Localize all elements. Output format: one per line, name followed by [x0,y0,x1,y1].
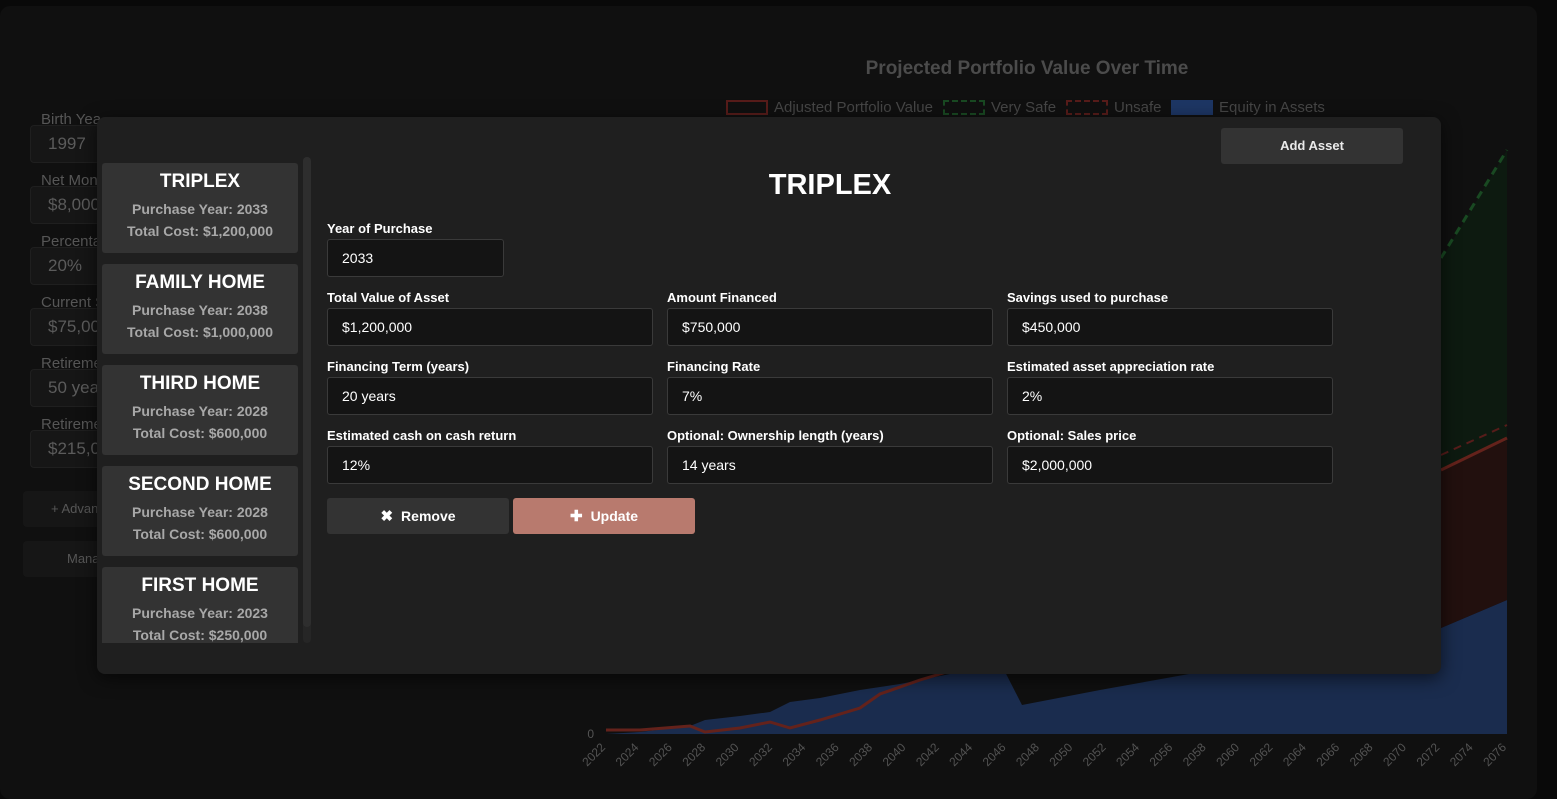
ownership-length-input[interactable] [667,446,993,484]
total-value-label: Total Value of Asset [327,290,450,305]
financing-term-input[interactable] [327,377,653,415]
asset-name: FAMILY HOME [135,272,265,293]
asset-modal: TRIPLEX Purchase Year: 2033 Total Cost: … [97,117,1441,674]
adjusted-line-right [1440,436,1508,472]
asset-cost: Total Cost: $600,000 [132,526,268,542]
asset-year: Purchase Year: 2023 [132,605,268,621]
unsafe-line [1440,424,1508,456]
advanced-button[interactable]: + Advanced [23,491,103,527]
modal-title: TRIPLEX [768,169,892,201]
legend-swatch [1066,100,1108,115]
legend-label: Unsafe [1114,99,1162,116]
savings-used-input[interactable] [1007,308,1333,346]
appreciation-rate-input[interactable] [1007,377,1333,415]
sales-price-label: Optional: Sales price [1007,428,1137,443]
very-safe-area [1441,150,1507,470]
remove-button[interactable]: ✖ Remove [327,498,509,534]
asset-cost: Total Cost: $1,000,000 [126,324,274,340]
asset-name: SECOND HOME [128,474,272,495]
birth-year-label: Birth Year [41,111,101,128]
cash-return-input[interactable] [327,446,653,484]
percentage-input[interactable]: 20% [30,247,100,285]
remove-label: Remove [401,508,456,524]
asset-list-scrollbar[interactable] [303,157,311,643]
asset-card-second-home[interactable]: SECOND HOME Purchase Year: 2028 Total Co… [102,466,298,556]
asset-cost: Total Cost: $600,000 [132,425,268,441]
total-value-input[interactable] [327,308,653,346]
legend-label: Equity in Assets [1219,99,1325,116]
legend-label: Very Safe [991,99,1057,116]
update-button[interactable]: ✚ Update [513,498,695,534]
asset-cost: Total Cost: $1,200,000 [126,223,274,239]
legend-unsafe[interactable]: Unsafe [1066,99,1162,116]
unsafe-area [1441,440,1507,628]
legend-very-safe[interactable]: Very Safe [943,99,1056,116]
legend-equity[interactable]: Equity in Assets [1171,99,1325,116]
legend-swatch [943,100,985,115]
asset-year: Purchase Year: 2033 [132,201,268,217]
manage-assets-button[interactable]: Manage Assets [23,541,103,577]
plus-icon: ✚ [569,508,583,525]
legend-swatch [1171,100,1213,115]
birth-year-input[interactable]: 1997 [30,125,100,163]
percentage-label: Percentage Saved [41,233,101,250]
asset-year: Purchase Year: 2038 [132,302,268,318]
update-label: Update [590,508,639,524]
legend-label: Adjusted Portfolio Value [774,99,933,116]
asset-card-family-home[interactable]: FAMILY HOME Purchase Year: 2038 Total Co… [102,264,298,354]
ownership-length-label: Optional: Ownership length (years) [667,428,884,443]
chart-title: Projected Portfolio Value Over Time [865,58,1189,79]
retirement-age-label: Retirement Age [41,355,101,372]
net-monthly-label: Net Monthly Income [41,172,101,189]
adjusted-line [606,666,961,734]
add-asset-button[interactable]: Add Asset [1221,128,1403,164]
y-tick-label: 0 [587,727,594,741]
year-of-purchase-label: Year of Purchase [327,221,433,236]
current-savings-label: Current Savings [41,294,101,311]
current-savings-input[interactable]: $75,000 [30,308,100,346]
legend-swatch [726,100,768,115]
sales-price-input[interactable] [1007,446,1333,484]
cash-return-label: Estimated cash on cash return [327,428,517,443]
equity-area [606,600,1507,734]
retirement-income-input[interactable]: $215,000 [30,430,100,468]
legend-adjusted[interactable]: Adjusted Portfolio Value [726,99,933,116]
scrollbar-thumb[interactable] [303,157,311,627]
asset-list: TRIPLEX Purchase Year: 2033 Total Cost: … [102,163,298,643]
financing-rate-label: Financing Rate [667,359,761,374]
savings-used-label: Savings used to purchase [1007,290,1169,305]
asset-year: Purchase Year: 2028 [132,504,268,520]
asset-name: THIRD HOME [139,373,261,394]
close-icon: ✖ [380,508,394,525]
financing-rate-input[interactable] [667,377,993,415]
very-safe-line [1439,149,1509,259]
asset-card-triplex[interactable]: TRIPLEX Purchase Year: 2033 Total Cost: … [102,163,298,253]
asset-year: Purchase Year: 2028 [132,403,268,419]
amount-financed-input[interactable] [667,308,993,346]
asset-card-third-home[interactable]: THIRD HOME Purchase Year: 2028 Total Cos… [102,365,298,455]
financing-term-label: Financing Term (years) [327,359,470,374]
retirement-income-label: Retirement Income [41,416,101,433]
amount-financed-label: Amount Financed [667,290,777,305]
year-of-purchase-input[interactable] [327,239,504,277]
asset-name: FIRST HOME [141,575,259,596]
asset-card-first-home[interactable]: FIRST HOME Purchase Year: 2023 Total Cos… [102,567,298,643]
appreciation-rate-label: Estimated asset appreciation rate [1007,359,1215,374]
asset-name: TRIPLEX [159,171,241,192]
asset-cost: Total Cost: $250,000 [132,627,268,643]
net-monthly-input[interactable]: $8,000 [30,186,100,224]
